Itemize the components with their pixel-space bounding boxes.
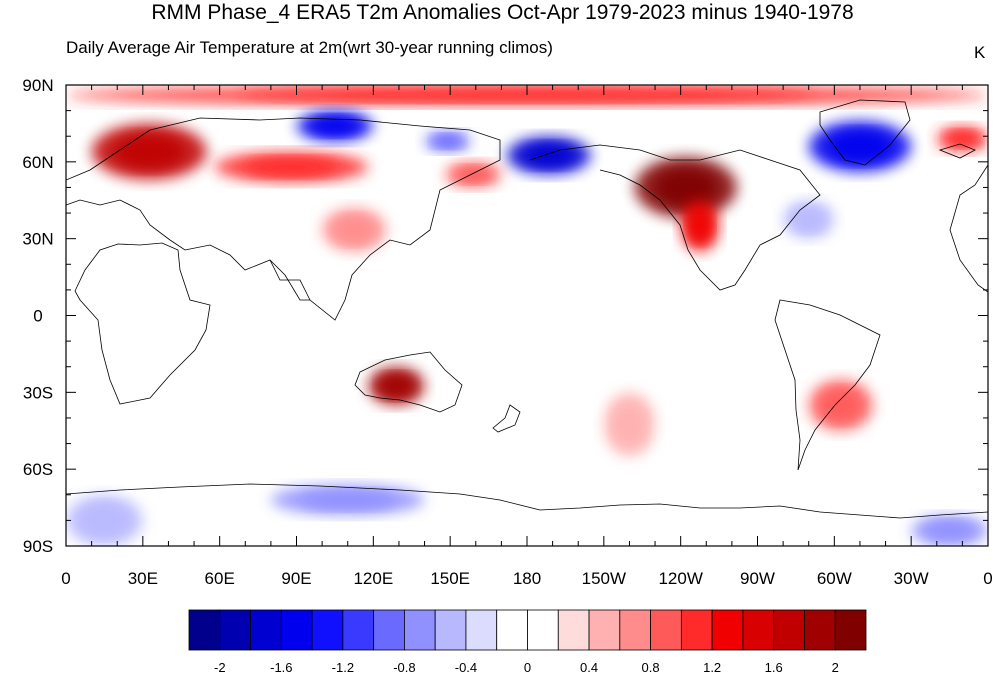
lat-tick-label: 0: [33, 307, 42, 326]
colorbar-label: 0.8: [642, 660, 660, 675]
anomaly-western-north-america-warm: [634, 156, 738, 219]
anomaly-iceland-warm: [936, 125, 988, 152]
anomaly-central-asia-warm: [214, 151, 369, 183]
colorbar-box: [680, 609, 713, 651]
anomaly-antarctic-east-cold: [911, 515, 988, 546]
lon-tick-label: 30E: [128, 569, 158, 588]
lon-tick-label: 0: [61, 569, 70, 588]
colorbar-box: [711, 609, 744, 651]
coastline-north-america: [529, 144, 821, 291]
anomaly-antarctic-cold: [270, 484, 425, 516]
colorbar-box: [834, 609, 867, 651]
coastline-greenland: [819, 99, 911, 166]
colorbar-box: [619, 609, 651, 651]
colorbar-label: -2: [214, 660, 226, 675]
colorbar-box: [804, 609, 836, 651]
anomaly-siberia-cold: [296, 110, 374, 142]
colorbar-box: [311, 609, 344, 651]
colorbar-box: [742, 609, 775, 651]
coastlines: [66, 99, 988, 519]
anomaly-south-america-warm: [808, 379, 873, 431]
colorbar-box: [342, 609, 375, 651]
lon-tick-label: 150E: [430, 569, 470, 588]
lon-tick-label: 90E: [281, 569, 311, 588]
coastline-africa: [74, 242, 211, 405]
anomaly-kamchatka-warm: [445, 161, 502, 188]
map-title: RMM Phase_4 ERA5 T2m Anomalies Oct-Apr 1…: [151, 1, 854, 24]
coastline-antarctica: [66, 483, 988, 519]
lon-tick-label: 60W: [817, 569, 852, 588]
coastline-new-zealand: [492, 404, 521, 433]
anomaly-east-siberia-cold: [424, 131, 471, 152]
coastline-west-europe: [949, 164, 988, 293]
units-label: K: [974, 43, 986, 62]
colorbar-box: [557, 609, 590, 651]
colorbar-label: -0.8: [393, 660, 415, 675]
coastline-india: [269, 259, 310, 301]
anomaly-western-us-warm: [680, 200, 720, 252]
colorbar-label: 2: [832, 660, 839, 675]
lon-tick-label: 150W: [582, 569, 626, 588]
anomaly-australia-warm: [368, 366, 425, 406]
colorbar-box: [465, 609, 498, 651]
colorbar-box: [527, 609, 559, 651]
colorbar-box: [650, 609, 682, 651]
coastline-eurasia: [66, 117, 501, 321]
colorbar-box: [404, 609, 436, 651]
colorbar-box: [434, 609, 467, 651]
lon-tick-label: 180: [513, 569, 541, 588]
anomaly-greenland-cold: [808, 120, 912, 173]
coastline-australia: [354, 351, 463, 413]
colorbar-label: 1.6: [765, 660, 783, 675]
anomaly-china-warm: [322, 207, 387, 252]
lon-tick-label: 120W: [658, 569, 702, 588]
lat-tick-label: 60S: [23, 460, 53, 479]
lat-tick-label: 60N: [22, 153, 53, 172]
colorbar-label: 0.4: [580, 660, 598, 675]
colorbar-label: -1.6: [270, 660, 292, 675]
lat-tick-label: 30S: [23, 383, 53, 402]
colorbar-box: [373, 609, 405, 651]
anomaly-bering-cold: [506, 136, 592, 175]
colorbar-box: [773, 609, 805, 651]
colorbar-label: -0.4: [455, 660, 477, 675]
lat-tick-label: 30N: [22, 230, 53, 249]
lat-tick-label: 90S: [23, 537, 53, 556]
colorbar-label: -1.2: [332, 660, 354, 675]
subtitle-main: Daily Average Air Temperature at 2m: [66, 38, 343, 57]
anomaly-north-eurasia-warm: [91, 123, 207, 180]
colorbar-label: 0: [524, 660, 531, 675]
lat-tick-label: 90N: [22, 76, 53, 95]
colorbar-box: [188, 609, 221, 651]
lon-tick-label: 0: [983, 569, 992, 588]
map-subtitle: Daily Average Air Temperature at 2m(wrt …: [66, 38, 553, 58]
anomaly-south-pacific-warm: [603, 392, 656, 457]
lon-tick-label: 60E: [205, 569, 235, 588]
colorbar-box: [496, 609, 528, 651]
colorbar-box: [219, 609, 251, 651]
coastline-iceland: [938, 143, 976, 159]
colorbar-box: [588, 609, 621, 651]
colorbar-box: [280, 609, 313, 651]
lon-tick-label: 30W: [894, 569, 929, 588]
anomaly-east-atlantic-cold: [783, 200, 835, 239]
axis-ticks: 0 30E 60E 90E 120E 150E 180 150W 120W 90W 60W 30W 09…: [22, 76, 992, 588]
colorbar-box: [250, 609, 282, 651]
coastline-south-america: [774, 299, 881, 471]
lon-tick-label: 90W: [740, 569, 775, 588]
colorbar: -2 -1.6 -1.2 -0.8 -0.4 0 0.4 0.8 1.2 1.6 2: [188, 609, 867, 675]
lon-tick-label: 120E: [353, 569, 393, 588]
anomaly-antarctic-west-cold: [66, 494, 143, 546]
colorbar-label: 1.2: [703, 660, 721, 675]
subtitle-note: (wrt 30-year running climos): [342, 38, 553, 57]
